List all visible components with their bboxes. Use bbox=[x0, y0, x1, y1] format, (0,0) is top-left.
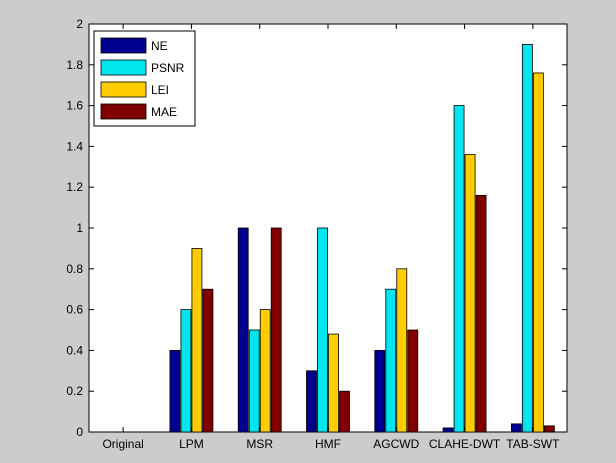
x-tick-label: Original bbox=[102, 437, 143, 451]
bar-mae bbox=[543, 425, 555, 433]
x-tick-label: AGCWD bbox=[373, 437, 419, 451]
bar-mae bbox=[339, 390, 350, 433]
bar-ne bbox=[169, 349, 181, 433]
bar-mae bbox=[202, 288, 214, 433]
bars-group bbox=[169, 44, 555, 433]
y-tick-label: 2 bbox=[76, 17, 83, 31]
bar-psnr bbox=[453, 105, 465, 433]
legend-label-lei: LEI bbox=[151, 83, 169, 97]
bar-ne bbox=[237, 227, 249, 433]
bar-lei bbox=[532, 72, 544, 433]
axis-ticks-group: 0 0.2 0.4 0.6 0.8 1 1.2 1.4 1.6 1.8 2 Original LPM MS… bbox=[66, 17, 567, 451]
y-tick-label: 1.8 bbox=[66, 58, 83, 72]
y-tick-label: 1.4 bbox=[66, 139, 83, 153]
bar-mae bbox=[407, 329, 419, 433]
legend-swatch-mae bbox=[100, 103, 147, 120]
y-tick-label: 0 bbox=[76, 425, 83, 439]
y-tick-label: 0.4 bbox=[66, 343, 83, 357]
bar-ne bbox=[442, 427, 454, 433]
bar-lei bbox=[259, 309, 271, 433]
legend-label-mae: MAE bbox=[151, 105, 177, 119]
legend-swatch-psnr bbox=[100, 59, 147, 76]
legend-label-ne: NE bbox=[151, 39, 168, 53]
bar-lei bbox=[328, 333, 339, 433]
bar-ne bbox=[306, 370, 317, 433]
bar-psnr bbox=[248, 329, 260, 433]
y-tick-label: 1.2 bbox=[66, 180, 83, 194]
bar-lei bbox=[464, 154, 476, 433]
y-tick-label: 0.8 bbox=[66, 262, 83, 276]
bar-psnr bbox=[317, 227, 328, 433]
bar-psnr bbox=[521, 44, 533, 433]
bar-lei bbox=[191, 247, 203, 433]
x-tick-label: TAB-SWT bbox=[506, 437, 560, 451]
bar-psnr bbox=[385, 288, 397, 433]
legend-label-psnr: PSNR bbox=[151, 61, 185, 75]
bar-ne bbox=[374, 349, 386, 433]
legend: NE PSNR LEI MAE bbox=[93, 30, 196, 127]
y-tick-label: 1 bbox=[76, 221, 83, 235]
legend-swatch-ne bbox=[100, 37, 147, 54]
bar-mae bbox=[270, 227, 282, 433]
y-tick-label: 1.6 bbox=[66, 99, 83, 113]
y-tick-label: 0.2 bbox=[66, 384, 83, 398]
x-tick-label: CLAHE-DWT bbox=[429, 437, 501, 451]
legend-swatch-lei bbox=[100, 81, 147, 98]
bar-lei bbox=[396, 268, 408, 433]
x-tick-label: HMF bbox=[315, 437, 341, 451]
y-tick-label: 0.6 bbox=[66, 303, 83, 317]
x-tick-label: MSR bbox=[246, 437, 273, 451]
bar-psnr bbox=[180, 309, 192, 433]
bar-ne bbox=[510, 423, 522, 433]
bar-mae bbox=[475, 194, 487, 433]
x-tick-label: LPM bbox=[179, 437, 204, 451]
